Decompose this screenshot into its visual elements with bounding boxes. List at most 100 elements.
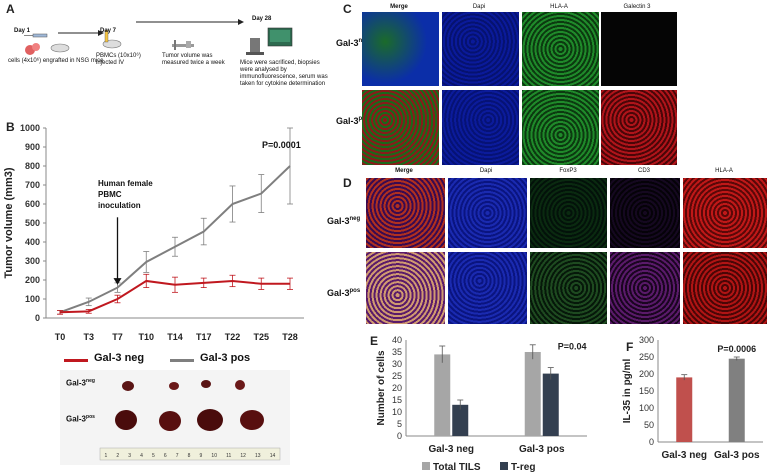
day28-caption: Mice were sacrificed, biopsies were anal… [240, 60, 328, 87]
mic-d-cd3-neg [610, 178, 680, 248]
panel-d-col-cd3: CD3 [637, 168, 650, 174]
ruler-tick-label: 11 [226, 453, 232, 459]
x-tick-label: T14 [167, 332, 183, 342]
y-axis-label: Tumor volume (mm3) [3, 167, 15, 278]
ruler-tick-label: 7 [175, 453, 179, 459]
tumor-photo [60, 370, 290, 465]
mic-c-merge-neg [362, 12, 439, 86]
x-tick-label: T3 [83, 332, 94, 342]
mic-c-hla-neg [522, 12, 599, 86]
y-tick-label: 100 [639, 403, 654, 413]
ruler-tick-label: 5 [152, 453, 155, 459]
ruler-tick-label: 1 [104, 453, 108, 459]
y-tick-label: 0 [649, 437, 654, 447]
panel-b-pvalue: P=0.0001 [262, 140, 301, 150]
legend-neg-label: Gal-3 neg [94, 352, 145, 364]
bar-t-reg [542, 373, 559, 436]
bar-il35 [676, 377, 693, 442]
y-tick-label: 200 [25, 275, 40, 285]
day1-label: Day 1 [14, 28, 31, 34]
panel-f-letter: F [626, 340, 634, 354]
legend-pos-label: Gal-3 pos [200, 352, 251, 364]
legend-label: Total TILS [433, 462, 481, 473]
mic-c-hla-pos [522, 90, 599, 165]
x-tick-label: Gal-3 neg [661, 450, 707, 461]
mic-c-gal-pos [601, 90, 677, 165]
y-tick-label: 0 [397, 431, 402, 441]
mic-d-merge-pos [366, 252, 445, 324]
mic-c-dapi-pos [442, 90, 519, 165]
panel-d-col-foxp3: FoxP3 [559, 168, 577, 174]
panel-d-col-merge: Merge [395, 168, 413, 174]
mic-d-foxp3-neg [530, 178, 607, 248]
legend-neg-swatch [64, 359, 88, 362]
y-tick-label: 300 [25, 256, 40, 266]
legend-pos-swatch [170, 359, 194, 362]
panel-c-col-galectin: Galectin 3 [623, 4, 651, 10]
e-pvalue: P=0.04 [558, 342, 587, 352]
mic-d-dapi-neg [448, 178, 527, 248]
series-line-pos [59, 165, 291, 314]
y-tick-label: 400 [25, 237, 40, 247]
x-tick-label: Gal-3 neg [428, 444, 474, 455]
ruler-tick-label: 2 [116, 453, 120, 459]
ruler-tick-label: 13 [255, 453, 261, 459]
panel-c-col-dapi: Dapi [472, 4, 486, 10]
y-tick-label: 30 [392, 359, 402, 369]
x-tick-label: T0 [55, 332, 66, 342]
y-tick-label: 50 [644, 420, 654, 430]
bar-il35 [728, 358, 745, 442]
il35-chart: 0 50 100 150 200 250 300 IL-35 in pg/ml Gal-3 ne… [622, 335, 763, 461]
cell-count-chart: 0 5 10 15 20 25 30 35 40 Number of cells Gal-3 neg… [376, 335, 587, 473]
day7-caption: PBMCs (10x10⁶) injected IV [96, 53, 141, 66]
y-tick-label: 900 [25, 142, 40, 152]
y-tick-label: 100 [25, 294, 40, 304]
x-tick-label: Gal-3 pos [714, 450, 760, 461]
ruler-tick-label: 3 [128, 453, 132, 459]
x-tick-label: T10 [138, 332, 154, 342]
day1-caption: cells (4x10⁶) engrafted in NSG mice [8, 58, 104, 64]
x-tick-label: T22 [225, 332, 241, 342]
y-tick-label: 10 [392, 407, 402, 417]
bar-total-tils [434, 354, 451, 436]
x-tick-label: Gal-3 pos [519, 444, 565, 455]
bar-t-reg [452, 404, 469, 436]
day28-label: Day 28 [252, 16, 272, 22]
panel-d-col-dapi: Dapi [479, 168, 493, 174]
ruler-tick-label: 10 [211, 453, 217, 459]
series-line-neg [59, 279, 290, 314]
panel-a-letter: A [6, 2, 15, 16]
panel-d-col-hla: HLA-A [715, 168, 733, 174]
panel-d-row-pos: Gal-3pos [327, 288, 361, 298]
y-tick-label: 20 [392, 383, 402, 393]
mic-d-merge-neg [366, 178, 445, 248]
tumor-neg-label: Gal-3neg [66, 378, 95, 388]
panel-c-col-hla: HLA-A [550, 4, 568, 10]
panel-c-col-merge: Merge [390, 4, 408, 10]
y-tick-label: 250 [639, 352, 654, 362]
legend-swatch [422, 462, 430, 470]
mic-d-foxp3-pos [530, 252, 607, 324]
day-measure-caption: Tumor volume was measured twice a week [162, 53, 225, 66]
y-tick-label: 1000 [20, 123, 40, 133]
mic-d-hla-pos [683, 252, 767, 324]
mic-d-dapi-pos [448, 252, 527, 324]
legend-swatch [500, 462, 508, 470]
y-tick-label: 150 [639, 386, 654, 396]
y-tick-label: 500 [25, 218, 40, 228]
panel-e-letter: E [370, 334, 379, 348]
y-tick-label: 15 [392, 395, 402, 405]
y-tick-label: 700 [25, 180, 40, 190]
x-tick-label: T17 [196, 332, 212, 342]
bar-total-tils [524, 352, 541, 436]
mic-c-dapi-neg [442, 12, 519, 86]
y-tick-label: 5 [397, 419, 402, 429]
mic-d-cd3-pos [610, 252, 680, 324]
ruler-tick-label: 9 [199, 453, 203, 459]
y-tick-label: 25 [392, 371, 402, 381]
ruler-tick-label: 12 [240, 453, 246, 459]
inoculation-arrowhead [113, 278, 122, 285]
mic-c-merge-pos [362, 90, 439, 165]
f-pvalue: P=0.0006 [717, 344, 756, 354]
ruler-tick-label: 6 [163, 453, 167, 459]
